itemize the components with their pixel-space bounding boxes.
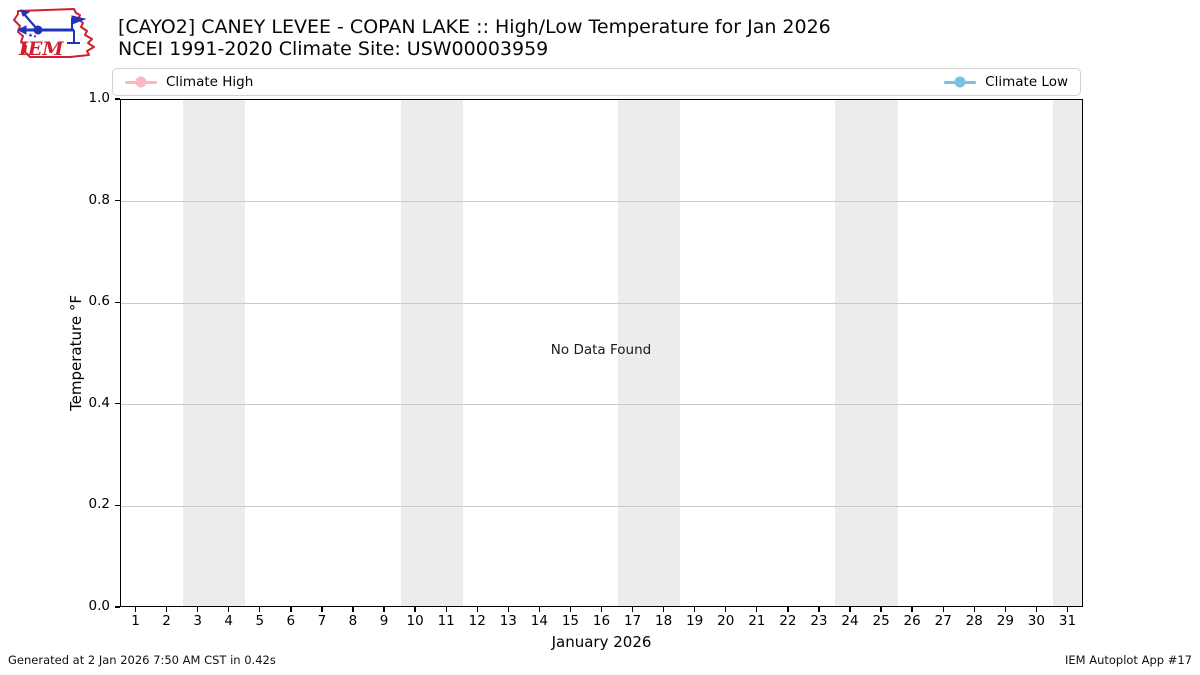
x-tick (290, 607, 292, 612)
x-tick (787, 607, 789, 612)
climate-low-dot (954, 76, 966, 88)
legend-label-climate-high: Climate High (166, 74, 254, 90)
climate-high-dot (135, 76, 147, 88)
x-tick (352, 607, 354, 612)
generated-timestamp: Generated at 2 Jan 2026 7:50 AM CST in 0… (8, 653, 276, 667)
page-title: [CAYO2] CANEY LEVEE - COPAN LAKE :: High… (118, 16, 831, 38)
x-tick-label: 4 (224, 613, 234, 629)
x-tick-label: 19 (686, 613, 704, 629)
x-tick-label: 17 (623, 613, 642, 629)
x-tick-label: 6 (286, 613, 296, 629)
x-tick-label: 23 (810, 613, 828, 629)
y-gridline (121, 505, 1082, 507)
x-tick-label: 30 (1027, 613, 1045, 629)
y-gridline (121, 201, 1082, 203)
climate-high-marker-icon (125, 76, 157, 88)
x-tick-label: 5 (255, 613, 265, 629)
x-tick (197, 607, 199, 612)
y-tick-label: 0.2 (88, 496, 110, 513)
x-tick (942, 607, 944, 612)
x-tick (725, 607, 727, 612)
x-tick-label: 29 (996, 613, 1014, 629)
x-tick-label: 22 (779, 613, 797, 629)
x-tick (228, 607, 230, 612)
x-tick (880, 607, 882, 612)
x-tick (476, 607, 478, 612)
weekend-band (618, 100, 681, 606)
x-tick (445, 607, 447, 612)
x-tick (259, 607, 261, 612)
x-tick (165, 607, 168, 612)
x-tick-label: 3 (193, 613, 202, 629)
legend-entry-climate-low: Climate Low (944, 74, 1068, 90)
x-tick (414, 607, 416, 612)
weekend-band (183, 100, 246, 606)
x-tick-label: 15 (561, 613, 580, 629)
x-tick-label: 12 (468, 613, 486, 629)
x-tick-label: 11 (437, 613, 455, 629)
x-tick-label: 1 (131, 613, 140, 629)
weather-vane-icon (16, 9, 87, 44)
x-tick (321, 607, 323, 612)
x-tick (662, 607, 665, 612)
iem-logo-text: IEM (18, 38, 64, 60)
x-tick (911, 607, 913, 612)
x-tick (569, 607, 572, 612)
y-axis-label: Temperature °F (67, 295, 85, 411)
x-tick (600, 607, 603, 612)
iem-logo: IEM (13, 8, 95, 60)
x-tick (818, 607, 820, 612)
x-tick (507, 607, 509, 612)
x-tick (849, 607, 851, 612)
x-tick-label: 8 (348, 613, 358, 629)
legend-entry-climate-high: Climate High (125, 74, 253, 90)
weekend-band (400, 100, 463, 606)
x-tick-label: 16 (592, 613, 611, 629)
x-tick (1004, 607, 1006, 612)
x-tick (1035, 607, 1038, 612)
x-tick-label: 7 (317, 613, 327, 629)
weekend-band (835, 100, 898, 606)
x-tick-label: 25 (872, 613, 890, 629)
plot-area (120, 99, 1083, 607)
y-tick-label: 0.0 (88, 598, 110, 614)
no-data-message: No Data Found (550, 342, 652, 358)
chart-legend: Climate High Climate Low (112, 68, 1081, 96)
y-tick-label: 1.0 (88, 90, 110, 106)
page-subtitle: NCEI 1991-2020 Climate Site: USW00003959 (118, 38, 549, 60)
x-tick-label: 27 (934, 613, 952, 629)
legend-label-climate-low: Climate Low (985, 74, 1068, 90)
x-tick-label: 26 (903, 613, 921, 629)
climate-low-marker-icon (944, 76, 977, 88)
x-tick-label: 2 (162, 613, 171, 629)
app-credit: IEM Autoplot App #17 (1064, 653, 1192, 667)
x-tick (756, 607, 758, 612)
x-tick-label: 18 (655, 613, 673, 629)
x-tick-label: 24 (841, 613, 859, 629)
x-tick (134, 607, 137, 612)
y-gridline (121, 404, 1082, 406)
weekend-band (1052, 100, 1082, 606)
title-block: [CAYO2] CANEY LEVEE - COPAN LAKE :: High… (118, 16, 831, 60)
x-tick-label: 31 (1058, 613, 1077, 629)
x-tick (383, 607, 385, 612)
x-axis-label: January 2026 (551, 633, 652, 651)
x-tick-label: 10 (406, 613, 424, 629)
x-tick (538, 607, 541, 612)
x-tick (631, 607, 634, 612)
x-tick-label: 13 (499, 613, 517, 629)
x-tick-label: 21 (748, 613, 766, 629)
x-tick-label: 9 (379, 613, 389, 629)
y-tick-label: 0.8 (88, 191, 110, 208)
x-tick (1066, 607, 1069, 612)
x-tick (973, 607, 975, 612)
y-gridline (121, 302, 1082, 304)
x-tick-label: 20 (717, 613, 735, 629)
x-tick (694, 607, 696, 612)
x-tick-label: 28 (965, 613, 983, 629)
x-tick-label: 14 (530, 613, 548, 629)
